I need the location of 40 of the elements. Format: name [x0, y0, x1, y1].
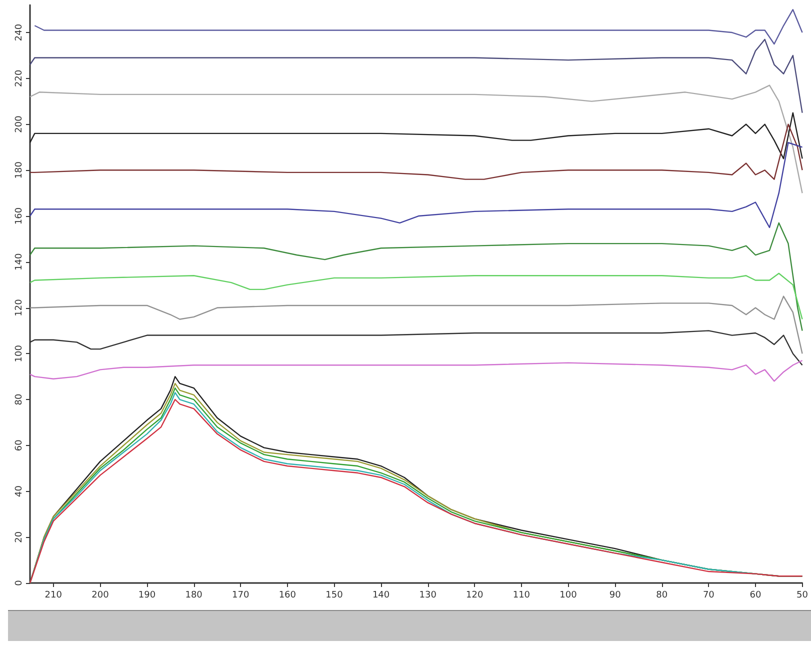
y-tick-label: 0	[14, 580, 24, 586]
line-series	[29, 360, 803, 382]
y-tick-label: 140	[14, 253, 24, 270]
line-series	[29, 38, 803, 114]
x-tick-label: 200	[92, 590, 110, 600]
line-series	[29, 112, 803, 160]
line-series	[29, 84, 803, 194]
y-tick-label: 160	[14, 207, 24, 225]
y-tick-label: 40	[14, 485, 24, 497]
x-tick-label: 60	[750, 590, 762, 600]
x-tick-label: 120	[466, 590, 484, 600]
line-series	[29, 142, 803, 228]
x-tick-label: 90	[609, 590, 622, 600]
x-tick-label: 100	[560, 590, 578, 600]
y-tick-label: 80	[14, 394, 24, 406]
x-tick-label: 70	[702, 590, 715, 600]
x-tick-label: 130	[419, 590, 437, 600]
y-tick-label: 120	[14, 298, 24, 316]
y-tick-label: 220	[14, 70, 24, 87]
line-series	[34, 8, 803, 45]
x-tick-label: 150	[326, 590, 344, 600]
y-tick-label: 20	[14, 531, 24, 543]
y-tick-label: 180	[14, 161, 24, 179]
y-tick-label: 240	[14, 24, 24, 42]
y-tick-label: 100	[14, 344, 24, 362]
y-tick-label: 60	[14, 439, 24, 452]
x-tick-label: 160	[278, 590, 296, 600]
x-tick-label: 110	[512, 590, 530, 600]
line-series	[29, 222, 803, 332]
x-tick-label: 210	[44, 590, 62, 600]
x-tick-label: 50	[796, 590, 808, 600]
x-tick-label: 140	[372, 590, 390, 600]
line-series	[29, 272, 803, 320]
x-tick-label: 180	[185, 590, 203, 600]
x-tick-label: 190	[138, 590, 156, 600]
x-tick-label: 80	[656, 590, 668, 600]
line-series	[29, 124, 803, 180]
line-series	[29, 296, 803, 354]
x-tick-label: 170	[232, 590, 250, 600]
y-tick-label: 200	[14, 115, 24, 133]
